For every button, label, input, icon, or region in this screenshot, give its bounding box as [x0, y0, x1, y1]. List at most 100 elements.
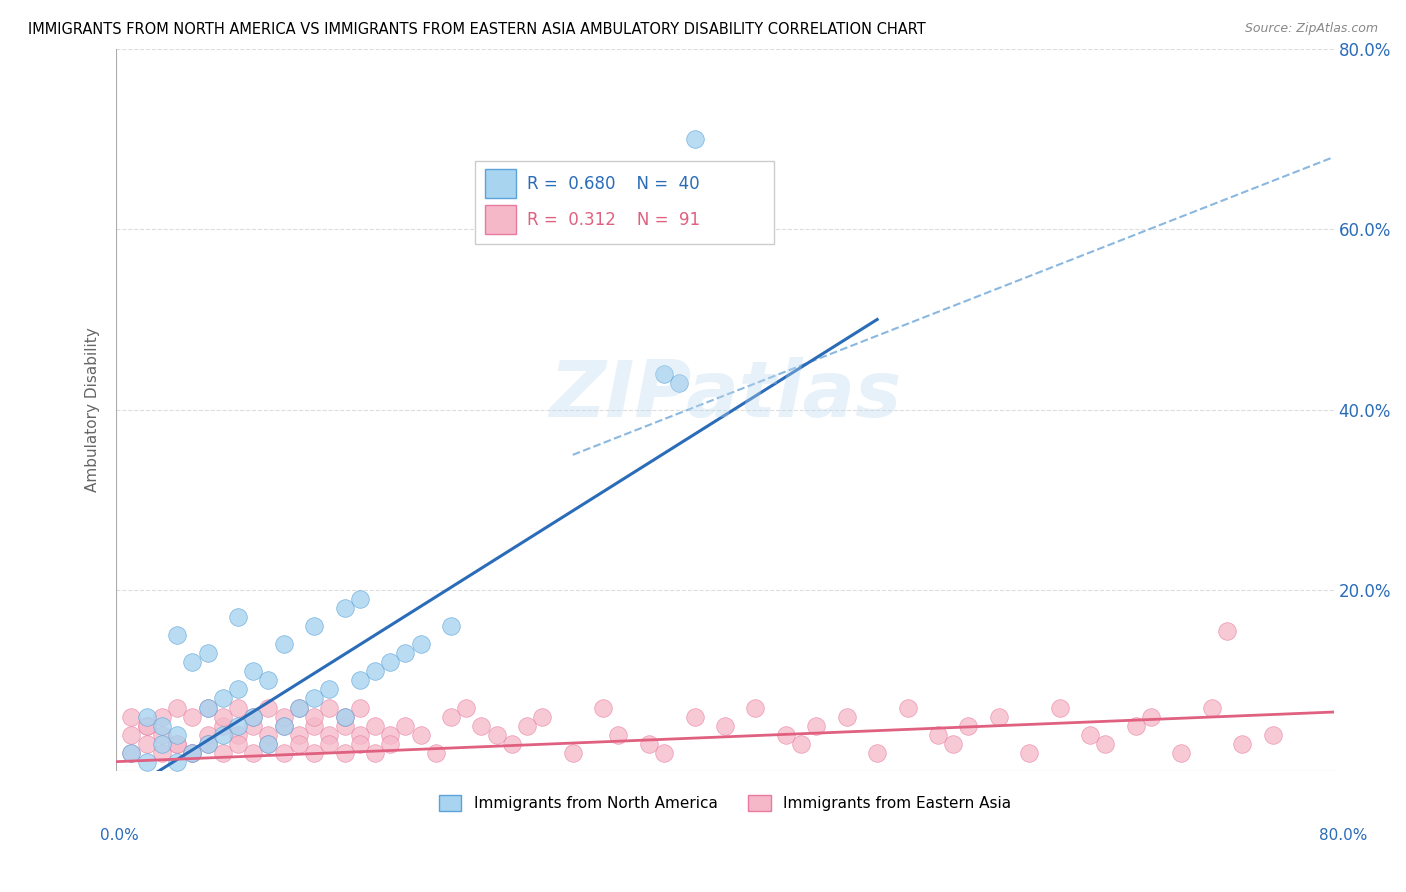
Point [273, 718, 295, 732]
Point [150, 737, 173, 751]
Point [318, 700, 340, 714]
Point [607, 728, 630, 742]
Point [181, 656, 204, 670]
Text: 0.0%: 0.0% [100, 829, 139, 843]
Text: Source: ZipAtlas.com: Source: ZipAtlas.com [1244, 22, 1378, 36]
Point [150, 746, 173, 760]
Point [394, 646, 416, 660]
Point [866, 746, 889, 760]
Point [652, 367, 675, 381]
Point [501, 737, 523, 751]
Point [485, 728, 508, 742]
Point [257, 728, 280, 742]
Point [288, 737, 311, 751]
Point [683, 709, 706, 723]
Point [197, 728, 219, 742]
Point [257, 737, 280, 751]
Point [197, 646, 219, 660]
Point [242, 709, 264, 723]
Point [302, 619, 325, 633]
Point [349, 728, 371, 742]
Point [226, 737, 249, 751]
Point [166, 728, 188, 742]
Point [333, 601, 356, 615]
Point [211, 746, 233, 760]
Point [364, 665, 387, 679]
Point [135, 737, 157, 751]
Point [561, 746, 583, 760]
Point [150, 728, 173, 742]
Point [257, 673, 280, 688]
Point [1261, 728, 1284, 742]
Point [135, 755, 157, 769]
Point [166, 628, 188, 642]
Point [683, 132, 706, 146]
Point [242, 709, 264, 723]
Point [806, 718, 828, 732]
Point [744, 700, 766, 714]
Point [226, 700, 249, 714]
Point [409, 728, 432, 742]
Point [1049, 700, 1071, 714]
Point [273, 718, 295, 732]
Point [302, 691, 325, 706]
Point [288, 700, 311, 714]
Y-axis label: Ambulatory Disability: Ambulatory Disability [86, 327, 100, 492]
Point [181, 746, 204, 760]
Point [257, 737, 280, 751]
Point [349, 700, 371, 714]
Point [273, 637, 295, 651]
Point [470, 718, 492, 732]
Point [181, 709, 204, 723]
Point [333, 718, 356, 732]
Point [242, 718, 264, 732]
Point [1232, 737, 1254, 751]
Text: R =  0.312    N =  91: R = 0.312 N = 91 [526, 211, 700, 229]
Point [197, 700, 219, 714]
Point [957, 718, 980, 732]
Point [121, 746, 143, 760]
Point [211, 728, 233, 742]
Point [288, 728, 311, 742]
Point [318, 728, 340, 742]
Point [668, 376, 690, 390]
Point [440, 619, 463, 633]
Point [942, 737, 965, 751]
Point [531, 709, 554, 723]
Point [150, 718, 173, 732]
Point [211, 709, 233, 723]
Point [394, 718, 416, 732]
Point [333, 709, 356, 723]
Point [333, 709, 356, 723]
Point [318, 737, 340, 751]
Point [197, 737, 219, 751]
Point [349, 592, 371, 607]
Point [302, 746, 325, 760]
Text: 80.0%: 80.0% [1319, 829, 1367, 843]
Point [273, 709, 295, 723]
Point [211, 718, 233, 732]
Point [211, 691, 233, 706]
Point [166, 755, 188, 769]
Point [380, 728, 402, 742]
Point [927, 728, 949, 742]
Point [714, 718, 737, 732]
Bar [485, 169, 516, 198]
Point [318, 682, 340, 697]
Point [242, 746, 264, 760]
Point [349, 737, 371, 751]
Point [121, 728, 143, 742]
Text: ZIPatlas: ZIPatlas [548, 358, 901, 434]
Point [1018, 746, 1040, 760]
Point [775, 728, 797, 742]
Point [1201, 700, 1223, 714]
Point [226, 728, 249, 742]
Point [288, 700, 311, 714]
Point [226, 718, 249, 732]
Point [273, 746, 295, 760]
Point [349, 673, 371, 688]
Point [166, 700, 188, 714]
Point [592, 700, 614, 714]
Point [166, 737, 188, 751]
Bar [485, 205, 516, 235]
